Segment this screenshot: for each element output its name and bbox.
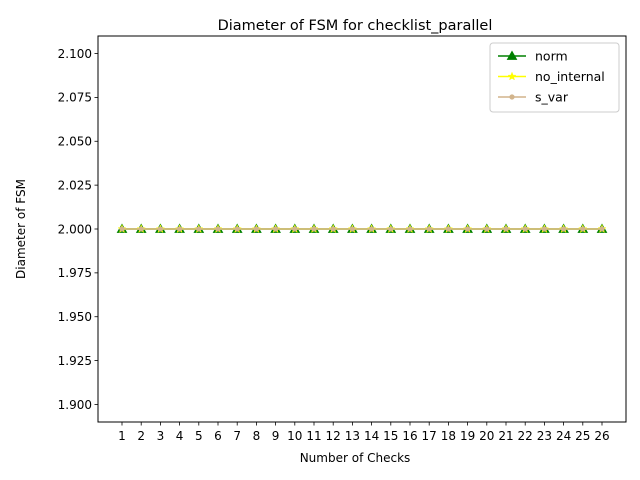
- x-tick-label: 19: [460, 429, 475, 443]
- x-tick-label: 24: [556, 429, 571, 443]
- x-tick-label: 14: [364, 429, 379, 443]
- x-tick-label: 16: [402, 429, 417, 443]
- x-tick-label: 5: [195, 429, 203, 443]
- data-point-s_var: [580, 226, 586, 232]
- x-tick-label: 17: [422, 429, 437, 443]
- series-s_var: [119, 226, 605, 232]
- data-point-s_var: [349, 226, 356, 232]
- data-point-s_var: [388, 226, 394, 232]
- legend-box: [489, 42, 620, 113]
- x-tick-label: 6: [214, 429, 222, 443]
- y-tick-label: 1.900: [58, 398, 92, 412]
- y-tick-label: 1.925: [58, 354, 92, 368]
- legend: norm no_internal s_var: [489, 42, 620, 113]
- x-tick-label: 26: [594, 429, 609, 443]
- data-point-s_var: [234, 226, 240, 232]
- data-point-s_var: [292, 226, 298, 232]
- data-point-s_var: [176, 226, 183, 232]
- data-point-s_var: [196, 226, 202, 232]
- legend-label-s_var: s_var: [535, 90, 569, 105]
- x-tick-label: 1: [118, 429, 126, 443]
- data-point-s_var: [157, 226, 164, 232]
- y-tick-label: 1.950: [58, 310, 92, 324]
- x-tick-label: 23: [537, 429, 552, 443]
- x-tick-label: 21: [498, 429, 513, 443]
- x-tick-label: 2: [137, 429, 145, 443]
- x-tick-label: 25: [575, 429, 590, 443]
- data-point-s_var: [311, 226, 317, 232]
- data-point-s_var: [330, 226, 336, 232]
- x-axis: 1 2 3 4 5 6 7 8 9 10 11 12 13 14 15 16 17 18 19 20 21 22 23 24 2…: [118, 422, 610, 443]
- data-point-s_var: [119, 226, 125, 232]
- legend-marker-no_internal: [507, 71, 517, 81]
- legend-marker-s_var: [509, 94, 515, 100]
- data-point-s_var: [138, 226, 144, 232]
- data-point-s_var: [445, 226, 452, 232]
- data-point-s_var: [215, 226, 221, 232]
- data-point-s_var: [464, 226, 471, 232]
- x-tick-label: 10: [287, 429, 302, 443]
- legend-label-no_internal: no_internal: [535, 69, 605, 84]
- data-point-s_var: [484, 226, 490, 232]
- data-point-s_var: [426, 226, 432, 232]
- data-point-s_var: [599, 226, 605, 232]
- y-tick-label: 2.000: [58, 222, 92, 236]
- data-point-s_var: [272, 226, 279, 232]
- y-tick-label: 2.050: [58, 135, 92, 149]
- data-point-s_var: [522, 226, 528, 232]
- x-tick-label: 7: [233, 429, 241, 443]
- legend-label-norm: norm: [535, 49, 568, 64]
- x-tick-label: 12: [326, 429, 341, 443]
- x-tick-label: 15: [383, 429, 398, 443]
- data-point-s_var: [541, 226, 548, 232]
- x-tick-label: 4: [176, 429, 184, 443]
- data-point-s_var: [560, 226, 567, 232]
- legend-marker-norm: [506, 50, 518, 60]
- x-tick-label: 13: [345, 429, 360, 443]
- y-axis: 1.900 1.925 1.950 1.975 2.000 2.025 2.050 2.075…: [58, 47, 98, 412]
- x-tick-label: 11: [306, 429, 321, 443]
- chart-title: Diameter of FSM for checklist_parallel: [218, 18, 493, 34]
- x-tick-label: 18: [441, 429, 456, 443]
- x-tick-label: 3: [157, 429, 165, 443]
- y-tick-label: 2.100: [58, 47, 92, 61]
- legend-entry-s_var: s_var: [498, 90, 569, 105]
- legend-entry-norm: norm: [498, 49, 568, 64]
- data-point-s_var: [253, 226, 260, 232]
- y-axis-label: Diameter of FSM: [14, 179, 28, 279]
- series-layer: [116, 223, 608, 233]
- y-tick-label: 1.975: [58, 266, 92, 280]
- data-point-s_var: [368, 226, 375, 232]
- x-tick-label: 9: [272, 429, 280, 443]
- x-tick-label: 8: [253, 429, 261, 443]
- x-axis-label: Number of Checks: [300, 451, 411, 465]
- y-tick-label: 2.075: [58, 91, 92, 105]
- data-point-s_var: [503, 226, 509, 232]
- legend-entry-no_internal: no_internal: [498, 69, 605, 84]
- x-tick-label: 20: [479, 429, 494, 443]
- data-point-s_var: [407, 226, 413, 232]
- y-tick-label: 2.025: [58, 178, 92, 192]
- x-tick-label: 22: [518, 429, 533, 443]
